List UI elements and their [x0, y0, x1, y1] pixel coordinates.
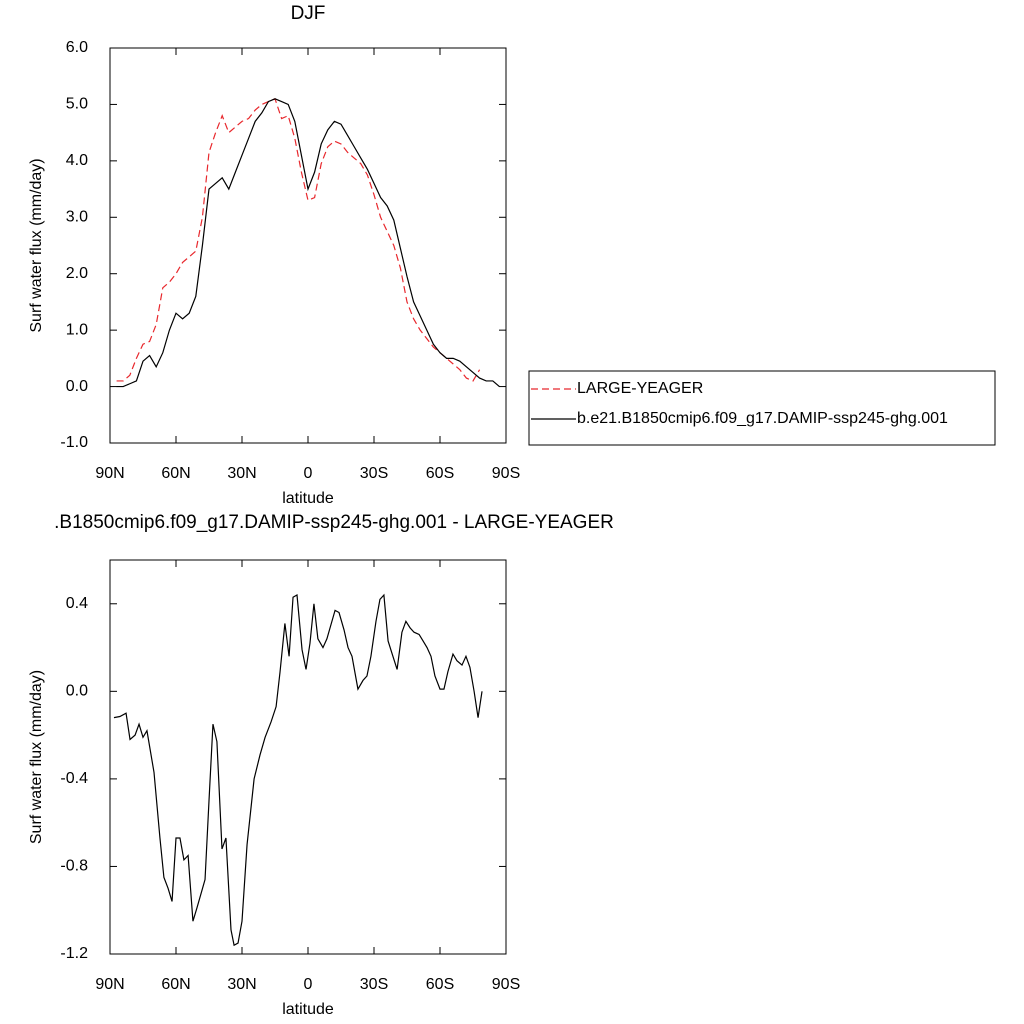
x-tick-label: 60N: [161, 976, 190, 993]
chart-title: .B1850cmip6.f09_g17.DAMIP-ssp245-ghg.001…: [54, 512, 614, 533]
x-tick-label: 60S: [426, 976, 454, 993]
x-tick-label: 90S: [492, 976, 520, 993]
x-tick-label: 90N: [95, 465, 124, 482]
y-tick-label: -1.0: [60, 434, 88, 451]
y-tick-label: 5.0: [66, 96, 88, 113]
y-tick-label: -1.2: [60, 945, 88, 962]
y-tick-label: 0.4: [66, 595, 88, 612]
x-tick-label: 60N: [161, 465, 190, 482]
y-tick-label: 4.0: [66, 152, 88, 169]
data-line: [116, 98, 500, 388]
y-tick-label: 1.0: [66, 321, 88, 338]
x-axis-label: latitude: [282, 1001, 334, 1018]
x-tick-label: 30S: [360, 465, 388, 482]
legend-label: b.e21.B1850cmip6.f09_g17.DAMIP-ssp245-gh…: [577, 410, 948, 427]
x-tick-label: 30S: [360, 976, 388, 993]
y-axis-label: Surf water flux (mm/day): [28, 670, 45, 844]
data-line: [113, 593, 483, 947]
legend-label: LARGE-YEAGER: [577, 380, 703, 397]
x-tick-label: 0: [304, 465, 313, 482]
legend-box: [528, 370, 996, 446]
plot-frame: [109, 47, 507, 444]
y-tick-label: 2.0: [66, 265, 88, 282]
x-tick-label: 30N: [227, 976, 256, 993]
y-tick-label: 0.0: [66, 683, 88, 700]
x-axis-label: latitude: [282, 490, 334, 507]
chart-title: DJF: [291, 3, 326, 24]
x-tick-label: 0: [304, 976, 313, 993]
x-tick-label: 60S: [426, 465, 454, 482]
x-tick-label: 90N: [95, 976, 124, 993]
y-tick-label: -0.8: [60, 858, 88, 875]
y-tick-label: 6.0: [66, 39, 88, 56]
y-tick-label: 3.0: [66, 209, 88, 226]
y-tick-label: 0.0: [66, 378, 88, 395]
y-tick-label: -0.4: [60, 770, 88, 787]
data-line: [116, 97, 481, 382]
x-tick-label: 90S: [492, 465, 520, 482]
y-axis-label: Surf water flux (mm/day): [28, 158, 45, 332]
plot-frame: [109, 559, 507, 955]
x-tick-label: 30N: [227, 465, 256, 482]
